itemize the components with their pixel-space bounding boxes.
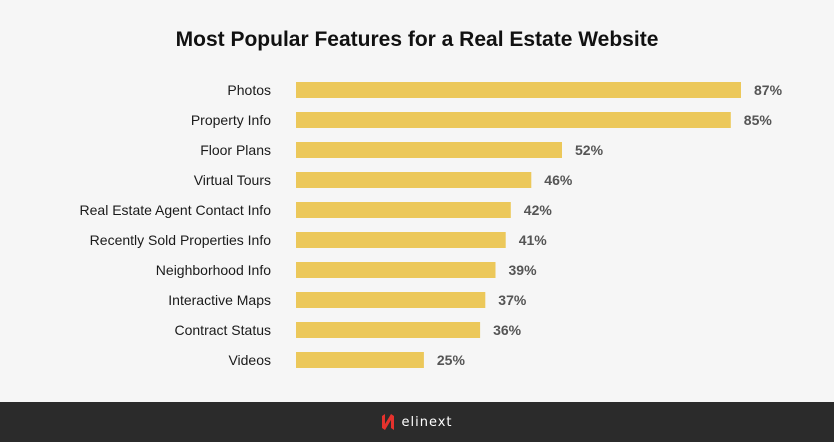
- category-label: Photos: [227, 82, 271, 98]
- value-label: 36%: [493, 322, 522, 338]
- category-label: Floor Plans: [200, 142, 271, 158]
- value-label: 42%: [524, 202, 553, 218]
- category-label: Videos: [228, 352, 271, 368]
- bar: [296, 112, 731, 128]
- value-label: 37%: [498, 292, 527, 308]
- bar: [296, 292, 486, 308]
- bar: [296, 142, 562, 158]
- bar-chart: Photos 87% Property Info 85% Floor Plans 52% V…: [80, 82, 783, 368]
- category-label: Property Info: [191, 112, 271, 128]
- brand-name: elinext: [401, 414, 453, 430]
- bar: [296, 352, 424, 368]
- category-label: Real Estate Agent Contact Info: [80, 202, 272, 218]
- chart-title: Most Popular Features for a Real Estate …: [175, 28, 659, 51]
- category-label: Virtual Tours: [194, 172, 271, 188]
- bar: [296, 262, 496, 278]
- value-label: 25%: [437, 352, 466, 368]
- brand-logo: elinext: [381, 412, 452, 432]
- bar: [296, 202, 511, 218]
- elinext-logo-icon: [382, 414, 395, 430]
- value-label: 46%: [544, 172, 573, 188]
- category-label: Contract Status: [175, 322, 272, 338]
- value-label: 39%: [509, 262, 538, 278]
- bar: [296, 322, 481, 338]
- category-label: Recently Sold Properties Info: [90, 232, 272, 248]
- value-label: 87%: [754, 82, 783, 98]
- category-label: Interactive Maps: [168, 292, 271, 308]
- bar: [296, 172, 532, 188]
- value-label: 52%: [575, 142, 604, 158]
- footer-bar: elinext: [0, 402, 834, 442]
- bar: [296, 82, 741, 98]
- value-label: 85%: [744, 112, 773, 128]
- bar: [296, 232, 506, 248]
- value-label: 41%: [519, 232, 548, 248]
- category-label: Neighborhood Info: [156, 262, 271, 278]
